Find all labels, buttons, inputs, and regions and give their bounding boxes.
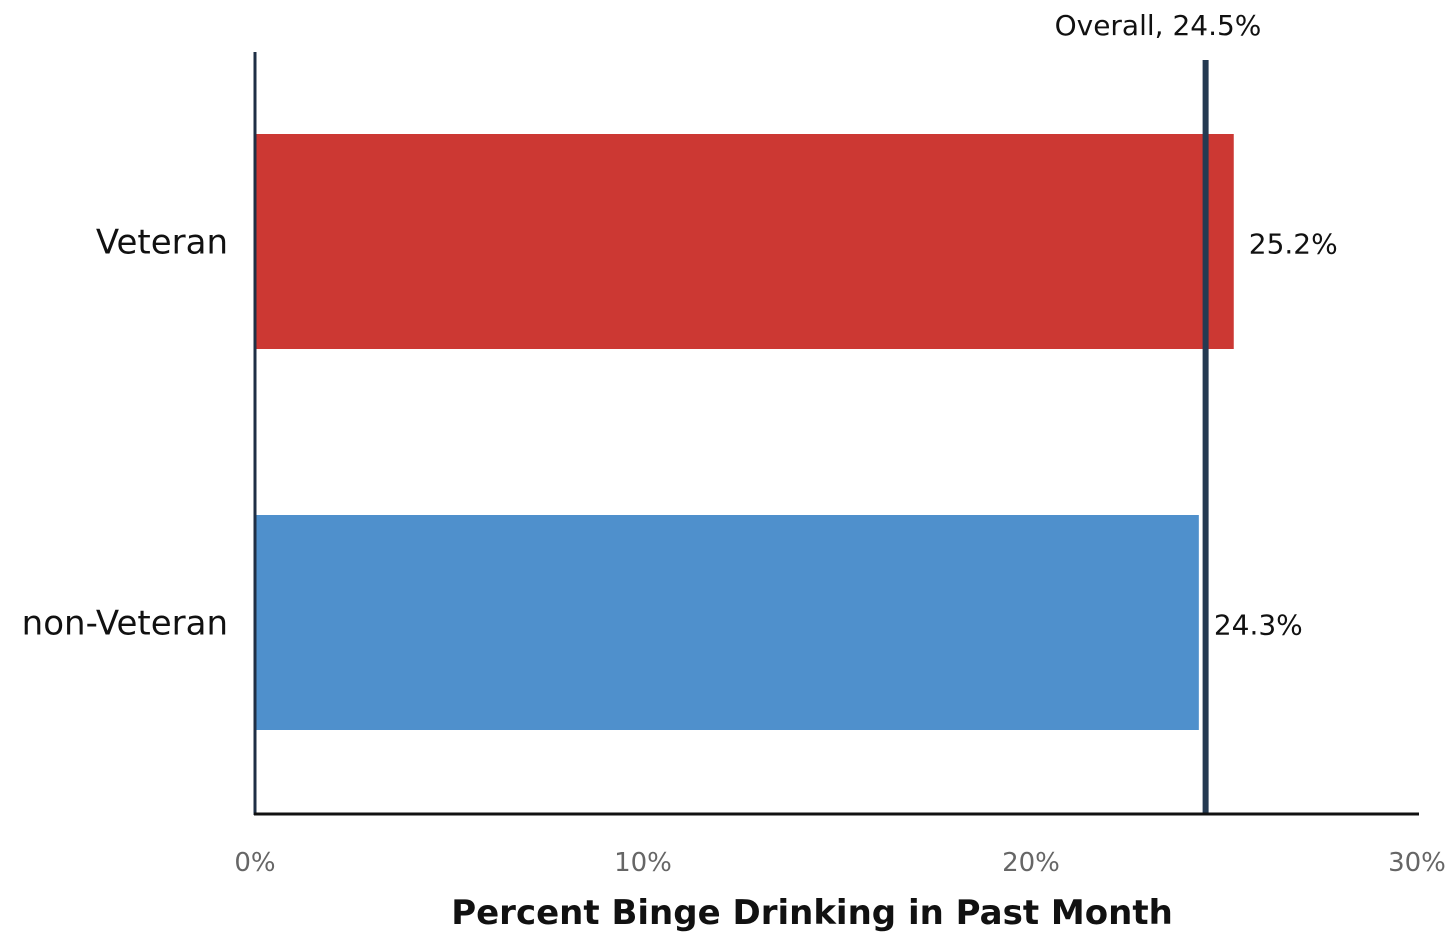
category-label-veteran: Veteran (96, 223, 228, 263)
bar-veteran (256, 134, 1234, 349)
overall-reference-label: Overall, 24.5% (1055, 9, 1262, 42)
x-axis-title: Percent Binge Drinking in Past Month (451, 893, 1173, 933)
x-tick-label: 0% (234, 848, 275, 878)
value-label-non-veteran: 24.3% (1214, 609, 1303, 642)
category-labels: Veteran non-Veteran (22, 223, 228, 644)
bars-group (256, 134, 1234, 730)
value-labels: 25.2% 24.3% (1214, 228, 1338, 642)
category-label-non-veteran: non-Veteran (22, 604, 228, 644)
value-label-veteran: 25.2% (1249, 228, 1338, 261)
x-tick-label: 20% (1002, 848, 1060, 878)
bar-non-veteran (256, 515, 1199, 730)
axes-group (253, 52, 1419, 816)
x-tick-label: 10% (614, 848, 672, 878)
x-tick-labels: 0% 10% 20% 30% (234, 848, 1446, 878)
x-tick-label: 30% (1388, 848, 1446, 878)
